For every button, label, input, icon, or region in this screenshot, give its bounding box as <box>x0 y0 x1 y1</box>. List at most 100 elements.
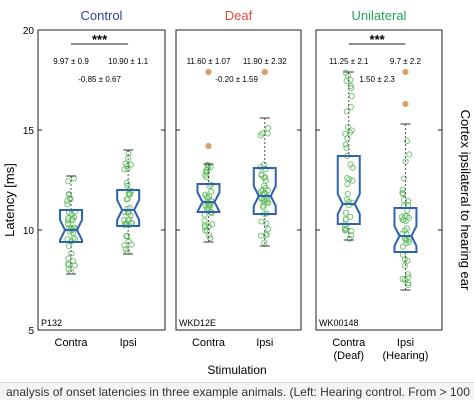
boxplot-figure: Latency [ms] Cortex ipsilateral to heari… <box>2 8 473 377</box>
category-label: Ipsi <box>256 337 273 349</box>
data-point <box>125 155 132 162</box>
data-point <box>124 232 131 239</box>
data-point <box>64 197 71 205</box>
data-point <box>203 227 210 234</box>
outlier-point <box>402 100 409 108</box>
data-point <box>346 235 353 242</box>
data-point <box>261 199 268 206</box>
data-point <box>342 130 349 137</box>
stat-label: 10.90 ± 1.1 <box>108 57 149 66</box>
data-point <box>406 151 413 158</box>
data-point <box>262 231 269 239</box>
data-point <box>347 103 354 111</box>
data-point <box>70 175 77 182</box>
data-point <box>261 239 268 246</box>
data-point <box>64 201 71 208</box>
data-point <box>348 93 355 100</box>
data-point <box>343 196 350 203</box>
outlier-point <box>402 68 409 76</box>
y-tick-label: 20 <box>23 26 35 37</box>
notched-box <box>393 207 418 253</box>
data-point <box>202 224 209 231</box>
data-point <box>123 196 130 203</box>
panel-id: P132 <box>41 318 62 328</box>
difference-label: -0.85 ± 0.67 <box>78 75 121 84</box>
significance-label: *** <box>92 32 108 47</box>
stat-label: 9.7 ± 2.2 <box>390 57 422 66</box>
category-label: Contra <box>55 337 89 349</box>
data-point <box>399 243 406 250</box>
data-point <box>347 76 354 83</box>
panel-id: WKD12E <box>179 318 216 328</box>
right-axis-label: Cortex ipsilateral to hearing ear <box>458 110 473 291</box>
notched-box <box>116 189 141 227</box>
data-point <box>262 177 269 184</box>
notched-box <box>252 167 277 215</box>
data-point <box>264 130 271 137</box>
data-point <box>404 271 411 278</box>
data-point <box>262 184 269 192</box>
data-point <box>347 82 354 89</box>
outlier-point <box>205 142 212 150</box>
data-point <box>121 242 128 249</box>
notched-box <box>196 183 221 213</box>
panel-2: Deaf 11.60 ± 1.07 11.90 ± 2.32 -0.20 ± 1.59… <box>175 8 302 349</box>
data-point <box>257 188 265 195</box>
data-point <box>123 179 130 186</box>
data-point <box>403 138 411 145</box>
data-point <box>69 216 76 223</box>
panel-frame <box>315 29 443 331</box>
data-point <box>71 262 78 269</box>
data-point <box>125 190 132 197</box>
data-point <box>257 132 264 139</box>
data-point <box>342 227 349 234</box>
data-point <box>348 232 355 239</box>
data-point <box>345 202 352 209</box>
data-point <box>124 162 131 170</box>
panel-title: Deaf <box>225 8 253 23</box>
y-axis-label: Latency [ms] <box>2 163 17 237</box>
data-point <box>347 161 354 168</box>
stat-label: 11.60 ± 1.07 <box>187 57 231 66</box>
panel-1: Control 5 10 15 20 *** 9.97 ± 0.9 10.90 ± 1.1 -0… <box>23 8 166 349</box>
data-point <box>265 125 272 132</box>
category-label: Ipsi <box>397 337 414 349</box>
data-point <box>260 202 267 209</box>
data-point <box>201 191 209 198</box>
panel-frame <box>37 29 166 331</box>
data-point <box>65 217 72 224</box>
data-point <box>342 216 349 223</box>
category-label: Contra <box>192 337 226 349</box>
category-label: (Hearing) <box>383 350 429 362</box>
notched-box <box>59 209 84 243</box>
difference-label: 1.50 ± 2.3 <box>359 75 395 84</box>
data-point <box>208 188 215 195</box>
data-point <box>349 164 356 171</box>
panel-title: Unilateral <box>352 8 407 23</box>
data-point <box>347 129 354 136</box>
data-point <box>121 166 128 173</box>
outlier-point <box>261 68 268 76</box>
data-point <box>258 218 265 225</box>
data-point <box>258 172 265 179</box>
category-label: (Deaf) <box>333 350 364 362</box>
data-point <box>401 262 408 269</box>
data-point <box>257 232 265 239</box>
stat-label: 11.25 ± 2.1 <box>329 57 369 66</box>
x-axis-label: Stimulation <box>207 363 266 377</box>
data-point <box>205 204 212 211</box>
data-point <box>342 209 349 216</box>
data-point <box>400 175 407 182</box>
data-point <box>398 214 405 221</box>
data-point <box>201 217 208 224</box>
data-point <box>124 182 131 189</box>
figure-caption: analysis of onset latencies in three exa… <box>0 382 474 400</box>
data-point <box>400 196 408 204</box>
category-label: Ipsi <box>120 337 137 349</box>
difference-label: -0.20 ± 1.59 <box>215 75 258 84</box>
y-tick-label: 10 <box>23 226 35 237</box>
data-point <box>346 176 353 183</box>
y-tick-label: 5 <box>28 326 34 337</box>
data-point <box>401 227 408 234</box>
category-label: Contra <box>332 337 366 349</box>
